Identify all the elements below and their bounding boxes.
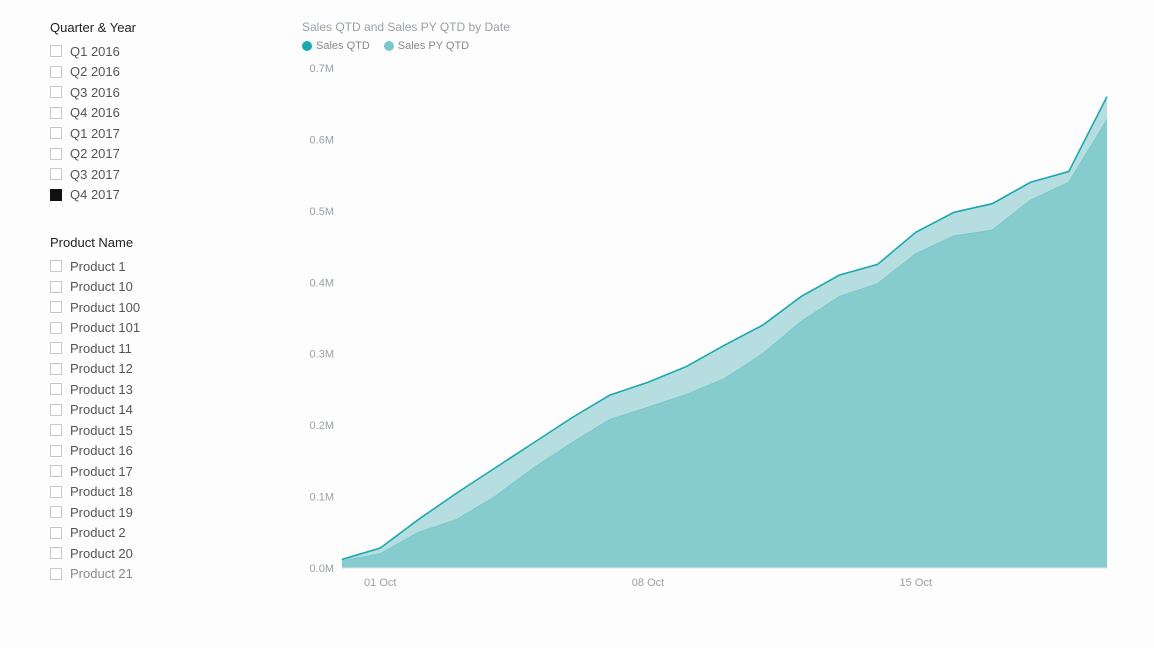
quarter-year-label: Q1 2017 [70, 126, 120, 141]
checkbox-icon[interactable] [50, 148, 62, 160]
checkbox-icon[interactable] [50, 486, 62, 498]
area-chart-svg: 0.0M 0.1M 0.2M 0.3M 0.4M 0.5M 0.6M 0.7M 01 Oct 08… [302, 58, 1112, 598]
product-name-item[interactable]: Product 17 [50, 461, 280, 482]
product-name-item[interactable]: Product 1 [50, 256, 280, 277]
checkbox-icon[interactable] [50, 404, 62, 416]
svg-text:01 Oct: 01 Oct [364, 577, 396, 589]
quarter-year-label: Q2 2017 [70, 146, 120, 161]
checkbox-icon[interactable] [50, 342, 62, 354]
product-name-item[interactable]: Product 13 [50, 379, 280, 400]
legend-label: Sales QTD [316, 40, 370, 52]
product-name-item[interactable]: Product 20 [50, 543, 280, 564]
product-name-label: Product 14 [70, 402, 133, 417]
slicer-quarter-year: Quarter & Year Q1 2016 Q2 2016 Q3 2016 Q4 2… [50, 20, 280, 205]
product-name-item[interactable]: Product 100 [50, 297, 280, 318]
product-name-label: Product 12 [70, 361, 133, 376]
checkbox-icon[interactable] [50, 301, 62, 313]
product-name-label: Product 21 [70, 566, 133, 581]
product-name-label: Product 1 [70, 259, 126, 274]
quarter-year-item[interactable]: Q4 2017 [50, 185, 280, 206]
quarter-year-label: Q1 2016 [70, 44, 120, 59]
checkbox-icon[interactable] [50, 363, 62, 375]
checkbox-icon[interactable] [50, 127, 62, 139]
product-name-label: Product 15 [70, 423, 133, 438]
quarter-year-item[interactable]: Q1 2017 [50, 123, 280, 144]
svg-text:0.5M: 0.5M [310, 206, 334, 218]
checkbox-icon[interactable] [50, 322, 62, 334]
product-name-label: Product 13 [70, 382, 133, 397]
checkbox-icon[interactable] [50, 383, 62, 395]
legend-label: Sales PY QTD [398, 40, 469, 52]
product-name-item[interactable]: Product 18 [50, 482, 280, 503]
product-name-item[interactable]: Product 16 [50, 441, 280, 462]
checkbox-icon[interactable] [50, 189, 62, 201]
product-name-item[interactable]: Product 10 [50, 277, 280, 298]
product-name-label: Product 2 [70, 525, 126, 540]
quarter-year-item[interactable]: Q1 2016 [50, 41, 280, 62]
quarter-year-label: Q4 2017 [70, 187, 120, 202]
slicer-title-product-name: Product Name [50, 235, 280, 250]
checkbox-icon[interactable] [50, 66, 62, 78]
product-name-item[interactable]: Product 2 [50, 523, 280, 544]
quarter-year-item[interactable]: Q3 2017 [50, 164, 280, 185]
svg-text:0.2M: 0.2M [310, 420, 334, 432]
svg-text:0.0M: 0.0M [310, 563, 334, 575]
checkbox-icon[interactable] [50, 86, 62, 98]
chart-panel: Sales QTD and Sales PY QTD by Date Sales… [280, 20, 1154, 648]
product-name-label: Product 17 [70, 464, 133, 479]
slicer-title-quarter-year: Quarter & Year [50, 20, 280, 35]
product-name-item[interactable]: Product 21 [50, 564, 280, 585]
product-name-item[interactable]: Product 11 [50, 338, 280, 359]
checkbox-icon[interactable] [50, 260, 62, 272]
checkbox-icon[interactable] [50, 445, 62, 457]
product-name-item[interactable]: Product 19 [50, 502, 280, 523]
legend-item-sales-py-qtd[interactable]: Sales PY QTD [384, 40, 469, 52]
checkbox-icon[interactable] [50, 506, 62, 518]
legend-swatch-icon [302, 41, 312, 51]
legend-item-sales-qtd[interactable]: Sales QTD [302, 40, 370, 52]
checkbox-icon[interactable] [50, 424, 62, 436]
product-name-label: Product 18 [70, 484, 133, 499]
quarter-year-label: Q3 2017 [70, 167, 120, 182]
quarter-year-item[interactable]: Q2 2016 [50, 62, 280, 83]
svg-text:0.4M: 0.4M [310, 277, 334, 289]
quarter-year-item[interactable]: Q4 2016 [50, 103, 280, 124]
checkbox-icon[interactable] [50, 547, 62, 559]
filter-sidebar: Quarter & Year Q1 2016 Q2 2016 Q3 2016 Q4 2… [50, 20, 280, 648]
checkbox-icon[interactable] [50, 465, 62, 477]
chart-legend: Sales QTD Sales PY QTD [302, 40, 1114, 52]
quarter-year-label: Q3 2016 [70, 85, 120, 100]
product-name-label: Product 101 [70, 320, 140, 335]
product-name-label: Product 100 [70, 300, 140, 315]
quarter-year-label: Q2 2016 [70, 64, 120, 79]
quarter-year-item[interactable]: Q3 2016 [50, 82, 280, 103]
svg-text:0.3M: 0.3M [310, 349, 334, 361]
product-name-label: Product 11 [70, 341, 132, 356]
product-name-item[interactable]: Product 14 [50, 400, 280, 421]
slicer-product-name: Product Name Product 1 Product 10 Product … [50, 235, 280, 584]
svg-text:0.6M: 0.6M [310, 134, 334, 146]
checkbox-icon[interactable] [50, 45, 62, 57]
checkbox-icon[interactable] [50, 568, 62, 580]
svg-text:08 Oct: 08 Oct [632, 577, 664, 589]
svg-text:0.1M: 0.1M [310, 492, 334, 504]
svg-text:15 Oct: 15 Oct [900, 577, 932, 589]
quarter-year-label: Q4 2016 [70, 105, 120, 120]
product-name-item[interactable]: Product 101 [50, 318, 280, 339]
chart-plot[interactable]: 0.0M0.1M0.2M0.3M0.4M0.5M0.6M0.7M01 Oct08… [302, 58, 1114, 578]
checkbox-icon[interactable] [50, 168, 62, 180]
chart-title: Sales QTD and Sales PY QTD by Date [302, 20, 1114, 34]
product-name-item[interactable]: Product 15 [50, 420, 280, 441]
svg-text:0.7M: 0.7M [310, 63, 334, 75]
checkbox-icon[interactable] [50, 527, 62, 539]
quarter-year-item[interactable]: Q2 2017 [50, 144, 280, 165]
product-name-item[interactable]: Product 12 [50, 359, 280, 380]
product-name-label: Product 20 [70, 546, 133, 561]
product-name-label: Product 19 [70, 505, 133, 520]
checkbox-icon[interactable] [50, 107, 62, 119]
product-name-label: Product 10 [70, 279, 133, 294]
legend-swatch-icon [384, 41, 394, 51]
checkbox-icon[interactable] [50, 281, 62, 293]
product-name-label: Product 16 [70, 443, 133, 458]
